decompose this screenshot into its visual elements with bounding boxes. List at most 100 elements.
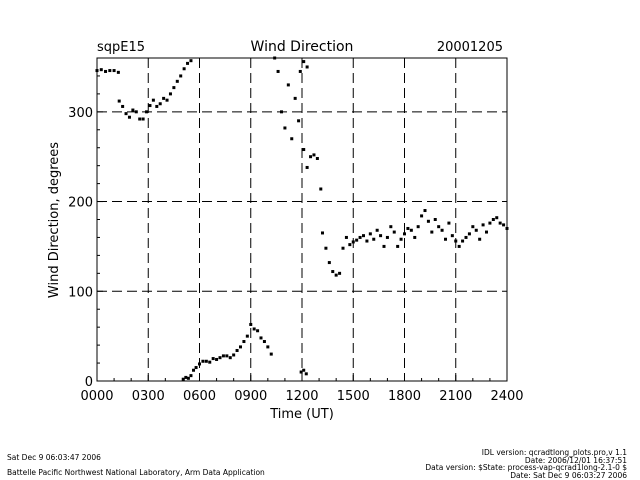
- data-point: [454, 239, 458, 243]
- data-point: [208, 360, 212, 364]
- data-point: [215, 357, 219, 361]
- data-point: [228, 356, 232, 360]
- data-point: [392, 230, 396, 234]
- data-point: [433, 218, 437, 221]
- data-point: [331, 270, 335, 274]
- data-point: [165, 98, 169, 102]
- footer-timestamp: Sat Dec 9 06:03:47 2006: [7, 453, 101, 462]
- data-point: [198, 362, 201, 366]
- data-point: [315, 156, 319, 160]
- data-point: [389, 225, 393, 229]
- footer-institution: Battelle Pacific Northwest National Labo…: [7, 468, 265, 477]
- data-point: [204, 359, 208, 363]
- data-point: [138, 117, 142, 121]
- data-point: [302, 60, 306, 64]
- data-point: [276, 69, 280, 73]
- data-point: [201, 359, 205, 363]
- data-point: [256, 329, 260, 333]
- footer-idl-date: Date: 2006/12/01 16:37:51: [525, 456, 627, 465]
- data-point: [302, 148, 306, 152]
- data-point: [375, 228, 379, 232]
- data-point: [498, 221, 502, 225]
- data-point: [194, 366, 198, 370]
- y-tick-label: 100: [68, 285, 93, 300]
- data-point: [239, 345, 242, 349]
- data-point: [396, 244, 400, 248]
- data-point: [467, 232, 471, 236]
- data-point: [293, 96, 297, 100]
- data-point: [312, 153, 316, 157]
- data-point: [334, 273, 338, 277]
- footer-data-date: Date: Sat Dec 9 06:03:27 2006: [510, 471, 627, 480]
- data-point: [403, 232, 406, 236]
- data-point: [266, 345, 270, 349]
- data-point: [262, 340, 266, 344]
- chart-title: Wind Direction: [251, 39, 354, 55]
- data-point: [218, 356, 222, 360]
- y-tick-labels: 0 100 200 300: [68, 106, 93, 390]
- data-point: [259, 336, 263, 340]
- data-point: [232, 353, 236, 357]
- data-point: [491, 218, 495, 221]
- data-point: [341, 246, 345, 250]
- data-point: [211, 357, 215, 361]
- data-point: [104, 69, 108, 73]
- data-point: [362, 234, 365, 238]
- data-point: [186, 61, 190, 65]
- data-point: [162, 96, 166, 100]
- data-point: [235, 348, 239, 352]
- date-label: 20001205: [437, 40, 503, 55]
- data-point: [447, 221, 451, 225]
- data-point: [117, 99, 121, 103]
- x-tick-labels: 0000 0300 0600 0900 1200 1500 1800 2100 2400: [80, 389, 523, 404]
- data-point: [471, 225, 475, 229]
- data-point: [121, 104, 125, 108]
- data-point: [221, 354, 225, 358]
- data-point: [242, 340, 246, 344]
- data-point: [252, 327, 256, 331]
- data-point: [283, 126, 287, 130]
- data-point: [269, 352, 273, 356]
- data-point: [305, 165, 309, 169]
- x-tick-label: 0600: [183, 389, 216, 404]
- data-point: [440, 228, 444, 232]
- data-point: [141, 117, 145, 121]
- grid-layer: [97, 58, 507, 381]
- data-point: [355, 238, 359, 242]
- data-point: [225, 354, 229, 358]
- footer-idl-version: IDL version: qcradtlong_plots.pro,v 1.1: [482, 448, 627, 457]
- data-point: [304, 372, 308, 376]
- data-point: [179, 74, 183, 78]
- site-label: sqpE15: [97, 40, 145, 55]
- data-point: [372, 237, 376, 241]
- data-point: [327, 261, 331, 265]
- data-point: [481, 223, 485, 227]
- data-point: [189, 374, 193, 378]
- data-point: [299, 370, 303, 374]
- data-point: [379, 234, 383, 238]
- data-point: [155, 104, 159, 108]
- data-point: [134, 110, 138, 114]
- x-axis-label: Time (UT): [269, 407, 334, 422]
- data-point: [302, 368, 306, 372]
- data-point: [474, 228, 478, 232]
- data-point: [368, 232, 372, 236]
- data-point: [181, 377, 185, 381]
- data-point: [399, 237, 403, 241]
- data-point: [175, 79, 179, 83]
- data-point: [99, 68, 103, 72]
- data-point: [502, 223, 506, 227]
- x-tick-label: 1500: [337, 389, 370, 404]
- y-tick-label: 200: [68, 196, 93, 211]
- data-point: [344, 235, 348, 239]
- data-point: [184, 375, 188, 379]
- data-point: [108, 69, 112, 73]
- data-point: [406, 226, 410, 230]
- data-point: [461, 239, 465, 243]
- data-point: [249, 322, 253, 326]
- data-point: [127, 115, 131, 119]
- data-point: [495, 216, 499, 220]
- data-point: [151, 98, 155, 102]
- data-point: [148, 104, 152, 108]
